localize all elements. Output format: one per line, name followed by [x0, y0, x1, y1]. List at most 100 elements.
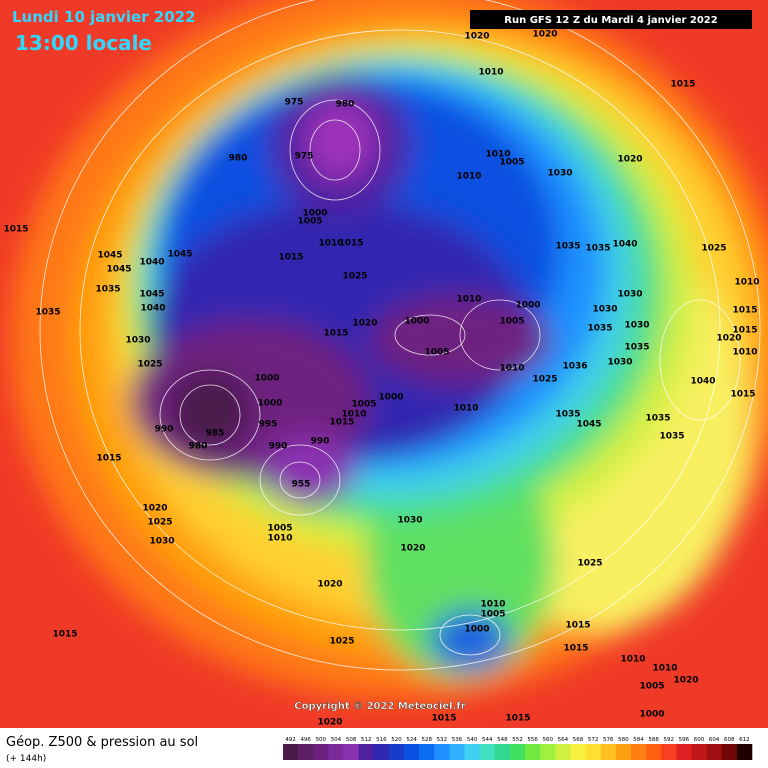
scale-swatch — [373, 744, 390, 760]
isobar-label: 955 — [292, 480, 311, 490]
scale-label: 568 — [573, 737, 584, 743]
scale-swatch — [479, 744, 496, 760]
run-box — [470, 10, 752, 29]
geopotential-field — [0, 0, 768, 728]
isobar-label: 1045 — [97, 251, 122, 261]
scale-swatch — [615, 744, 632, 760]
isobar-label: 1020 — [617, 155, 642, 165]
isobar-label: 1045 — [167, 250, 192, 260]
scale-label: 496 — [300, 737, 311, 743]
scale-swatch — [721, 744, 738, 760]
isobar-label: 1000 — [464, 625, 489, 635]
isobar-label: 1030 — [607, 358, 632, 368]
scale-swatch — [736, 744, 753, 760]
scale-swatch — [661, 744, 677, 760]
isobar-label: 990 — [155, 425, 174, 435]
isobar-label: 1035 — [585, 244, 610, 254]
isobar-label: 1025 — [342, 272, 367, 282]
scale-label: 540 — [467, 737, 478, 743]
scale-label: 572 — [588, 737, 599, 743]
isobar-label: 1010 — [480, 600, 505, 610]
isobar-label: 1030 — [125, 336, 150, 346]
isobar-label: 1015 — [96, 454, 121, 464]
scale-label: 600 — [694, 737, 705, 743]
scale-label: 520 — [391, 737, 402, 743]
isobar-label: 1040 — [140, 304, 165, 314]
isobar-label: 1020 — [400, 544, 425, 554]
isobar-label: 1030 — [397, 516, 422, 526]
scale-label: 516 — [376, 737, 387, 743]
isobar-label: 1010 — [478, 68, 503, 78]
scale-label: 552 — [512, 737, 523, 743]
isobar-label: 1025 — [577, 559, 602, 569]
scale-label: 612 — [739, 737, 750, 743]
isobar-label: 1000 — [257, 399, 282, 409]
isobar-label: 1015 — [338, 239, 363, 249]
scale-swatch — [419, 744, 435, 760]
scale-swatch — [525, 744, 541, 760]
isobar-label: 1015 — [732, 326, 757, 336]
scale-label: 560 — [543, 737, 554, 743]
isobar-label: 1040 — [690, 377, 715, 387]
scale-swatch — [388, 744, 405, 760]
scale-swatch — [585, 744, 602, 760]
isobar-label: 1025 — [137, 360, 162, 370]
scale-swatch — [676, 744, 692, 760]
scale-label: 556 — [527, 737, 538, 743]
isobar-label: 1010 — [734, 278, 759, 288]
isobar-label: 1010 — [456, 172, 481, 182]
isobar-label: 1010 — [453, 404, 478, 414]
isobar-label: 1030 — [624, 321, 649, 331]
scale-label: 544 — [482, 737, 493, 743]
isobar-label: 1025 — [532, 375, 557, 385]
isobar-label: 1010 — [456, 295, 481, 305]
scale-label: 528 — [421, 737, 432, 743]
isobar-label: 1015 — [505, 714, 530, 724]
scale-label: 524 — [406, 737, 417, 743]
isobar-label: 1040 — [139, 258, 164, 268]
scale-swatch — [283, 744, 299, 760]
isobar-label: 1010 — [499, 364, 524, 374]
isobar-label: 980 — [336, 100, 355, 110]
isobar-label: 1045 — [139, 290, 164, 300]
scale-swatch — [540, 744, 556, 760]
isobar-label: 1015 — [730, 390, 755, 400]
time: 13:00 locale — [15, 31, 152, 55]
scale-label: 504 — [331, 737, 342, 743]
scale-swatch — [434, 744, 450, 760]
date: Lundi 10 janvier 2022 — [12, 8, 196, 26]
isobar-label: 1010 — [620, 655, 645, 665]
isobar-label: 1005 — [424, 348, 449, 358]
isobar-label: 1000 — [404, 317, 429, 327]
isobar-label: 1045 — [106, 265, 131, 275]
isobar-label: 1010 — [652, 664, 677, 674]
isobar-label: 1035 — [555, 242, 580, 252]
scale-swatch — [449, 744, 465, 760]
copyright: Copyright © 2022 Meteociel.fr — [294, 701, 465, 712]
isobar-label: 1015 — [732, 306, 757, 316]
scale-label: 588 — [648, 737, 659, 743]
scale-swatch — [691, 744, 707, 760]
isobar-label: 1040 — [612, 240, 637, 250]
isobar-label: 1025 — [147, 518, 172, 528]
isobar-label: 1005 — [267, 524, 292, 534]
scale-label: 512 — [361, 737, 372, 743]
legend-title: Géop. Z500 & pression au sol — [6, 735, 198, 750]
isobar-label: 1000 — [639, 710, 664, 720]
scale-swatch — [358, 744, 375, 760]
scale-label: 584 — [633, 737, 644, 743]
scale-label: 580 — [618, 737, 629, 743]
isobar-label: 1010 — [318, 239, 343, 249]
lead-time: (+ 144h) — [6, 754, 46, 764]
color-scale: 492 496 500 504 508 512 516 520 524 528 532 536 540 5… — [283, 737, 753, 760]
isobar-label: 1035 — [624, 343, 649, 353]
isobar-label: 1000 — [302, 209, 327, 219]
isobar-label: 975 — [295, 152, 314, 162]
isobar-label: 1005 — [351, 400, 376, 410]
isobar-label: 980 — [229, 154, 248, 164]
isobar-label: 1005 — [499, 317, 524, 327]
isobar-label: 1015 — [3, 225, 28, 235]
isobar-label: 1035 — [555, 410, 580, 420]
isobar-label: 1005 — [639, 682, 664, 692]
